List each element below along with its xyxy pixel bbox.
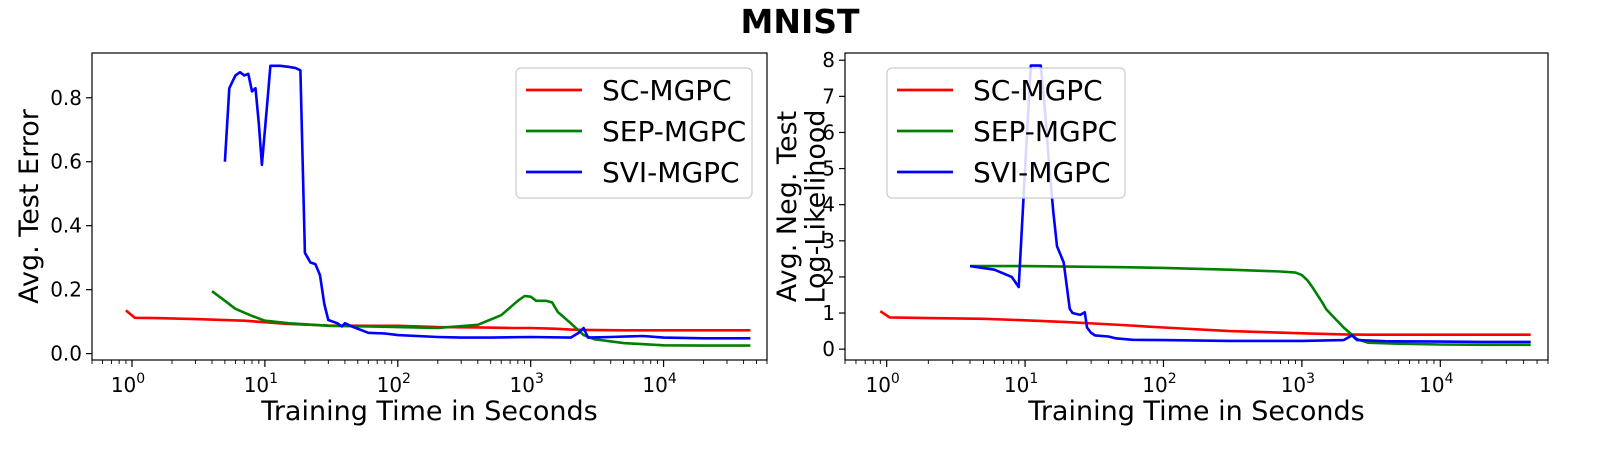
y-tick-label: 0.4 bbox=[50, 214, 82, 238]
x-tick-label: 104 bbox=[642, 371, 676, 397]
figure-title: MNIST bbox=[740, 2, 860, 41]
series-group bbox=[879, 64, 1531, 347]
legend-label: SVI-MGPC bbox=[973, 156, 1111, 189]
x-tick-label: 103 bbox=[510, 371, 544, 397]
legend-label: SEP-MGPC bbox=[602, 115, 746, 148]
x-tick-label: 101 bbox=[1004, 371, 1038, 397]
y-tick-label: 8 bbox=[822, 48, 835, 72]
plot-frame bbox=[91, 52, 768, 361]
x-tick-label: 102 bbox=[1142, 371, 1176, 397]
legend-label: SVI-MGPC bbox=[602, 156, 740, 189]
y-tick-label: 0.2 bbox=[50, 278, 82, 302]
series-line-svi-mgpc bbox=[223, 64, 751, 340]
y-axis-label: Avg. Neg. TestLog-Likelihood bbox=[772, 109, 831, 303]
legend: SC-MGPC SEP-MGPC SVI-MGPC bbox=[515, 67, 753, 199]
y-tick-label: 0.6 bbox=[50, 150, 82, 174]
y-tick-label: 6 bbox=[822, 120, 835, 144]
y-tick-label: 0.0 bbox=[50, 342, 82, 366]
x-tick-label: 104 bbox=[1419, 371, 1453, 397]
legend-box bbox=[886, 67, 1126, 199]
x-tick-label: 100 bbox=[865, 371, 899, 397]
y-tick-label: 0 bbox=[822, 337, 835, 361]
x-axis-label: Training Time in Seconds bbox=[1027, 396, 1364, 427]
legend-label: SC-MGPC bbox=[973, 74, 1103, 107]
y-tick-label: 0.8 bbox=[50, 86, 82, 110]
x-tick-label: 102 bbox=[377, 371, 411, 397]
y-tick-label: 2 bbox=[822, 265, 835, 289]
legend-label: SEP-MGPC bbox=[973, 115, 1117, 148]
legend-label: SC-MGPC bbox=[602, 74, 732, 107]
x-axis-label: Training Time in Seconds bbox=[260, 396, 597, 427]
chart-panel-1: 0.0 0.2 0.4 0.6 0.8 100 101 102 103 104 Training T… bbox=[14, 52, 768, 427]
y-tick-label: 1 bbox=[822, 301, 835, 325]
series-line-sc-mgpc bbox=[879, 310, 1531, 336]
x-tick-label: 100 bbox=[111, 371, 145, 397]
legend: SC-MGPC SEP-MGPC SVI-MGPC bbox=[886, 67, 1126, 199]
y-axis-label: Avg. Test Error bbox=[14, 108, 45, 304]
series-group bbox=[125, 64, 751, 347]
chart-panel-2: 0 1 2 3 4 5 6 7 8 100 101 102 103 104 Training Time in… bbox=[772, 48, 1549, 427]
y-tick-label: 7 bbox=[822, 84, 835, 108]
series-line-svi-mgpc bbox=[969, 64, 1531, 344]
y-tick-label: 5 bbox=[822, 157, 835, 181]
y-tick-label: 3 bbox=[822, 229, 835, 253]
x-tick-label: 103 bbox=[1281, 371, 1315, 397]
legend-box bbox=[515, 67, 753, 199]
x-tick-label: 101 bbox=[244, 371, 278, 397]
y-tick-label: 4 bbox=[822, 193, 835, 217]
series-line-sep-mgpc bbox=[970, 264, 1531, 347]
plot-frame bbox=[844, 52, 1549, 361]
